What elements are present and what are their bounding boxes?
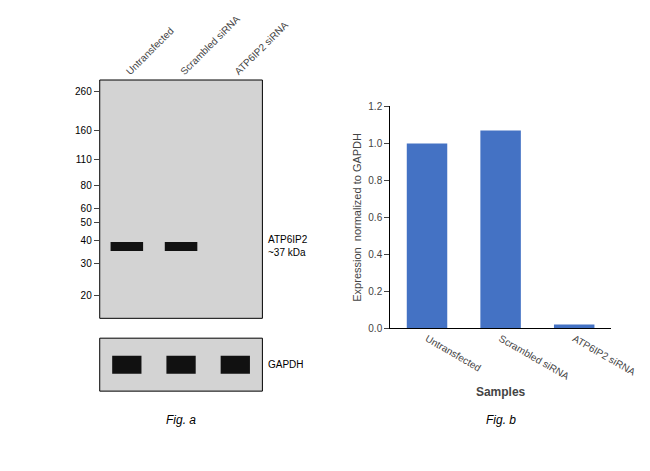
svg-text:Untransfected: Untransfected — [424, 333, 483, 374]
svg-text:50: 50 — [81, 217, 93, 228]
svg-text:0.0: 0.0 — [368, 323, 382, 334]
svg-text:0.8: 0.8 — [368, 175, 382, 186]
svg-text:1.0: 1.0 — [368, 138, 382, 149]
svg-text:ATP6IP2 siRNA: ATP6IP2 siRNA — [232, 19, 290, 77]
svg-text:110: 110 — [76, 154, 92, 165]
svg-text:Scrambled siRNA: Scrambled siRNA — [497, 333, 571, 382]
svg-text:60: 60 — [81, 203, 93, 214]
svg-text:Scrambled siRNA: Scrambled siRNA — [178, 13, 242, 77]
svg-text:ATP6IP2 siRNA: ATP6IP2 siRNA — [571, 333, 638, 378]
svg-text:0.4: 0.4 — [368, 249, 382, 260]
svg-text:160: 160 — [75, 125, 92, 136]
svg-text:GAPDH: GAPDH — [268, 359, 304, 370]
svg-text:80: 80 — [81, 180, 93, 191]
svg-text:0.2: 0.2 — [368, 286, 382, 297]
svg-text:Fig. a: Fig. a — [166, 413, 196, 427]
svg-text:ATP6IP2~37 kDa: ATP6IP2~37 kDa — [268, 234, 308, 258]
svg-text:260: 260 — [75, 86, 92, 97]
svg-text:Samples: Samples — [476, 385, 526, 399]
svg-text:30: 30 — [81, 258, 93, 269]
svg-text:Fig. b: Fig. b — [486, 413, 516, 427]
svg-text:1.2: 1.2 — [368, 101, 382, 112]
svg-text:20: 20 — [81, 290, 93, 301]
svg-text:Untransfected: Untransfected — [124, 25, 176, 77]
svg-text:0.6: 0.6 — [368, 212, 382, 223]
svg-text:Expression normalized to GAPD: Expression normalized to GAPDH — [351, 133, 363, 302]
svg-text:40: 40 — [81, 235, 93, 246]
